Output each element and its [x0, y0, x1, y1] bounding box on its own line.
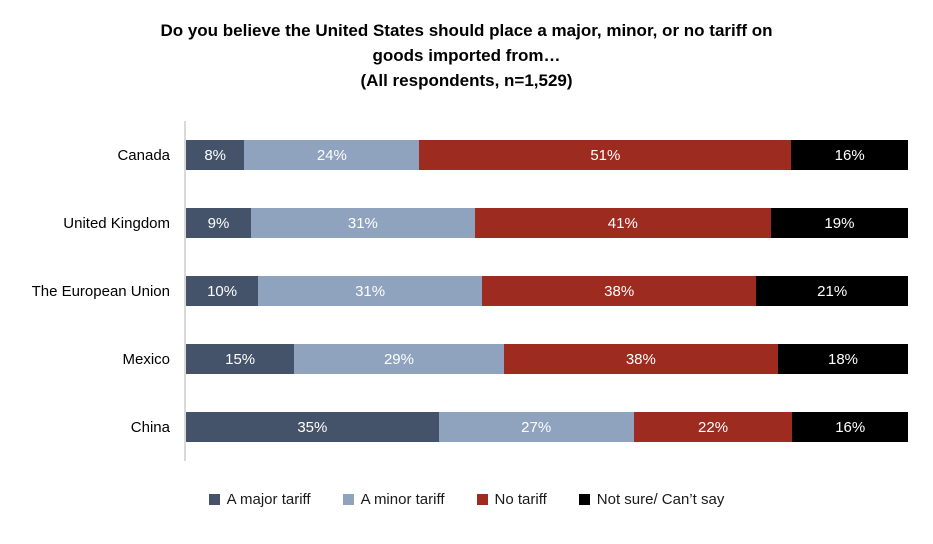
bar-row: United Kingdom 9% 31% 41% 19%: [0, 189, 908, 257]
bar-track: 9% 31% 41% 19%: [184, 189, 908, 257]
bar-segment: 19%: [770, 208, 908, 238]
legend-item: A major tariff: [208, 491, 311, 508]
legend-label: No tariff: [494, 491, 547, 508]
legend: A major tariff A minor tariff No tariff Not…: [0, 491, 933, 508]
chart-title: Do you believe the United States should …: [0, 18, 933, 93]
plot-area: Canada 8% 24% 51% 16% United Kingdom 9% 31% 41% 1…: [0, 121, 908, 461]
bar-segment: 9%: [186, 208, 251, 238]
legend-swatch: [578, 494, 590, 505]
bar-row: Canada 8% 24% 51% 16%: [0, 121, 908, 189]
legend-item: Not sure/ Can’t say: [578, 491, 725, 508]
bar-track: 10% 31% 38% 21%: [184, 257, 908, 325]
bar-segment: 35%: [186, 412, 439, 442]
stacked-bar: 35% 27% 22% 16%: [186, 412, 908, 442]
bar-segment: 18%: [778, 344, 908, 374]
bar-segment: 15%: [186, 344, 295, 374]
bar-track: 15% 29% 38% 18%: [184, 325, 908, 393]
bar-track: 35% 27% 22% 16%: [184, 393, 908, 461]
category-label: Mexico: [122, 350, 170, 368]
bar-row: China 35% 27% 22% 16%: [0, 393, 908, 461]
bar-segment: 31%: [250, 208, 475, 238]
bar-row: The European Union 10% 31% 38% 21%: [0, 257, 908, 325]
category-label: China: [130, 418, 170, 436]
bar-segment: 22%: [633, 412, 793, 442]
bar-track: 8% 24% 51% 16%: [184, 121, 908, 189]
bar-segment: 16%: [791, 140, 908, 170]
bar-segment: 16%: [792, 412, 908, 442]
bar-row: Mexico 15% 29% 38% 18%: [0, 325, 908, 393]
chart-title-line-1: Do you believe the United States should …: [160, 21, 773, 40]
stacked-bar: 15% 29% 38% 18%: [186, 344, 908, 374]
legend-swatch: [208, 494, 220, 505]
category-label: The European Union: [31, 282, 170, 300]
bar-segment: 24%: [244, 140, 420, 170]
bar-segment: 31%: [258, 276, 483, 306]
legend-swatch: [476, 494, 488, 505]
bar-segment: 21%: [756, 276, 908, 306]
bar-segment: 51%: [419, 140, 792, 170]
stacked-bar: 9% 31% 41% 19%: [186, 208, 908, 238]
bar-segment: 27%: [438, 412, 634, 442]
category-label: Canada: [117, 146, 170, 164]
bar-segment: 10%: [186, 276, 259, 306]
bar-segment: 38%: [482, 276, 757, 306]
legend-item: A minor tariff: [342, 491, 445, 508]
chart-subtitle: (All respondents, n=1,529): [360, 71, 573, 90]
legend-label: A major tariff: [226, 491, 311, 508]
bar-segment: 8%: [186, 140, 245, 170]
chart-title-line-2: goods imported from…: [372, 46, 561, 65]
stacked-bar: 10% 31% 38% 21%: [186, 276, 908, 306]
bar-segment: 38%: [503, 344, 779, 374]
bar-segment: 29%: [294, 344, 504, 374]
bar-segment: 41%: [474, 208, 771, 238]
legend-swatch: [342, 494, 354, 505]
legend-label: Not sure/ Can’t say: [596, 491, 725, 508]
legend-item: No tariff: [476, 491, 547, 508]
category-label: United Kingdom: [63, 214, 170, 232]
stacked-bar: 8% 24% 51% 16%: [186, 140, 908, 170]
legend-label: A minor tariff: [360, 491, 445, 508]
